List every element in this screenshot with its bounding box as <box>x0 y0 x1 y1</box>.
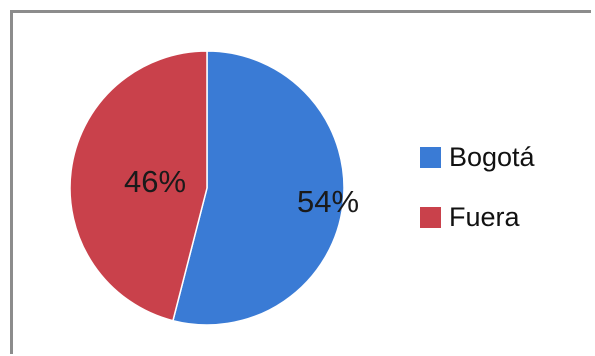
legend: Bogotá Fuera <box>420 140 535 260</box>
data-label-bogota: 54% <box>297 184 359 219</box>
legend-item-bogota: Bogotá <box>420 140 535 174</box>
pie-slice-bogota <box>172 50 345 326</box>
legend-item-fuera: Fuera <box>420 200 535 234</box>
legend-swatch-bogota <box>420 146 441 168</box>
legend-label-fuera: Fuera <box>449 201 520 232</box>
legend-label-bogota: Bogotá <box>449 141 535 172</box>
pie-slice-fuera <box>69 50 208 322</box>
data-label-fuera: 46% <box>124 164 186 199</box>
legend-swatch-fuera <box>420 206 441 228</box>
